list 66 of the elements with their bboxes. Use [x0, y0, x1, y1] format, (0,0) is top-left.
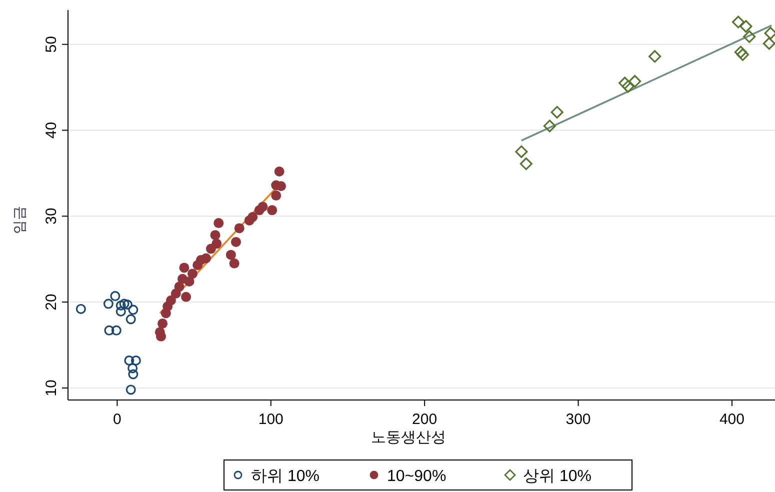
point [126, 314, 136, 324]
point [130, 355, 141, 366]
point [206, 244, 216, 254]
point [122, 300, 132, 310]
point [170, 288, 181, 298]
y-axis-title: 임금 [11, 206, 27, 234]
point [128, 363, 138, 374]
legend-label: 하위 10% [251, 468, 320, 485]
point [119, 298, 130, 309]
x-tick-label: 300 [566, 411, 591, 428]
point [740, 20, 752, 33]
y-tick-label: 20 [43, 294, 60, 310]
point [187, 268, 198, 279]
point [743, 30, 756, 43]
point [104, 325, 114, 336]
point [160, 308, 171, 318]
point [734, 46, 748, 58]
x-axis-title: 노동생산성 [371, 429, 446, 446]
point [622, 80, 634, 93]
y-tick-label: 50 [43, 36, 60, 53]
point [116, 300, 126, 311]
y-tick-label: 40 [43, 122, 60, 139]
point [276, 181, 286, 192]
point [520, 157, 532, 170]
point [184, 276, 194, 286]
point [103, 298, 114, 309]
point [274, 166, 284, 176]
x-tick-label: 100 [258, 411, 284, 428]
point [116, 306, 126, 317]
point [258, 202, 268, 212]
point [214, 218, 224, 228]
legend-label: 10~90% [387, 468, 446, 485]
point [111, 325, 122, 336]
point [192, 260, 203, 270]
point [229, 258, 240, 268]
y-tick-label: 10 [43, 380, 60, 396]
point [210, 230, 220, 240]
legend-label: 상위 10% [523, 468, 592, 485]
point [181, 292, 192, 302]
point [628, 75, 642, 88]
x-tick-label: 400 [719, 411, 744, 428]
point [762, 37, 775, 50]
point [110, 291, 120, 302]
x-tick-label: 0 [113, 411, 122, 428]
point [128, 304, 138, 315]
point [736, 48, 750, 61]
point [226, 250, 236, 260]
point [234, 223, 244, 234]
y-tick-label: 30 [43, 208, 60, 225]
x-tick-label: 200 [412, 411, 438, 428]
point [230, 236, 241, 247]
point [76, 304, 86, 314]
point [271, 190, 282, 201]
point [550, 106, 564, 119]
point [179, 262, 190, 273]
point [267, 205, 278, 216]
point [124, 355, 134, 366]
point [648, 50, 662, 63]
point [128, 369, 138, 380]
point [158, 318, 168, 329]
point [543, 120, 556, 132]
point [515, 145, 528, 158]
point [732, 16, 745, 28]
point [126, 384, 136, 395]
point [248, 212, 258, 222]
point [618, 76, 632, 90]
